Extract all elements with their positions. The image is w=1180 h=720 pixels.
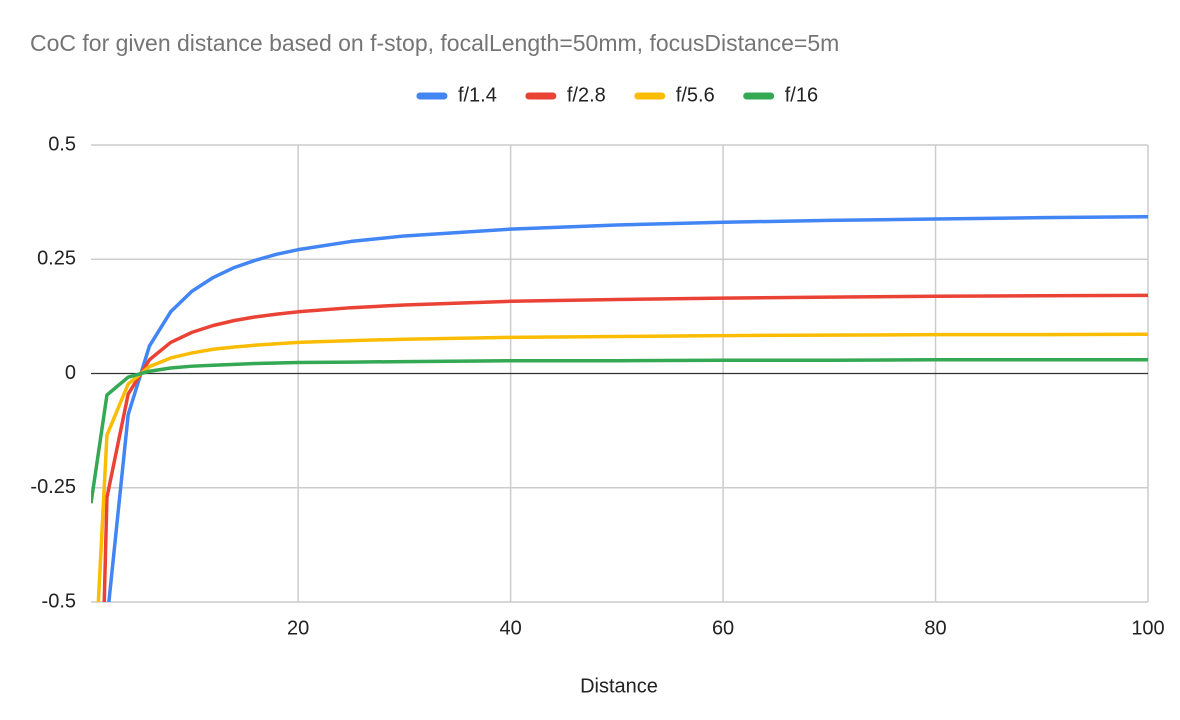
y-tick-label: 0.25 bbox=[37, 248, 76, 270]
y-tick-label: 0.5 bbox=[48, 133, 76, 155]
chart-title: CoC for given distance based on f-stop, … bbox=[30, 30, 839, 56]
x-tick-label: 40 bbox=[499, 617, 521, 639]
y-tick-label: 0 bbox=[65, 362, 76, 384]
series-line bbox=[107, 214, 1148, 602]
x-tick-label: 100 bbox=[1131, 617, 1164, 639]
legend-label: f/1.4 bbox=[458, 84, 497, 106]
x-tick-label: 60 bbox=[712, 617, 734, 639]
series-line bbox=[96, 332, 1148, 602]
series-line bbox=[91, 358, 1148, 504]
legend-label: f/2.8 bbox=[567, 84, 606, 106]
legend: f/1.4 f/2.8 f/5.6 f/16 bbox=[416, 84, 818, 106]
y-tick-label: -0.5 bbox=[42, 590, 76, 612]
series-line bbox=[102, 293, 1148, 602]
plot-area bbox=[91, 214, 1148, 602]
x-axis-label: Distance bbox=[580, 675, 658, 697]
y-tick-label: -0.25 bbox=[30, 476, 76, 498]
x-tick-label: 80 bbox=[924, 617, 946, 639]
x-tick-label: 20 bbox=[287, 617, 309, 639]
legend-label: f/5.6 bbox=[676, 84, 715, 106]
legend-label: f/16 bbox=[785, 84, 818, 106]
